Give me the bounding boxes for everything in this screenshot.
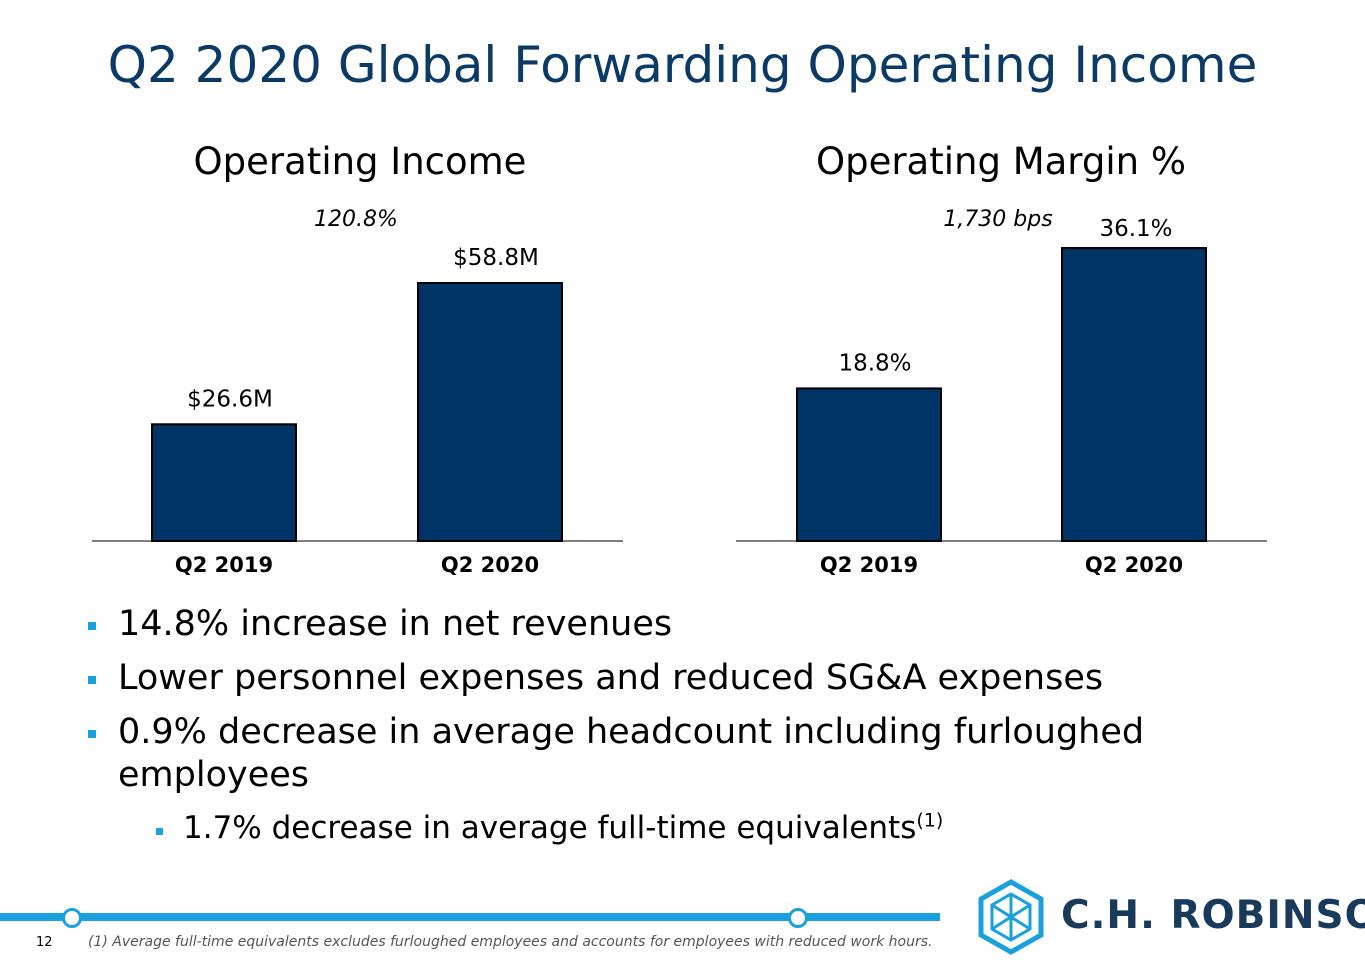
chart-annotation-growth: 120.8% — [314, 207, 398, 232]
ch-robinson-logo-text: C.H. ROBINSON — [1061, 893, 1365, 938]
data-label-operating-margin-q2-2020: 36.1% — [1099, 216, 1172, 242]
slide-title: Q2 2020 Global Forwarding Operating Inco… — [107, 36, 1258, 94]
bullet-text: 14.8% increase in net revenues — [118, 604, 673, 644]
bullet-square-icon — [156, 828, 163, 835]
footer-timeline-bar — [0, 913, 940, 921]
x-tick-label-q2-2019: Q2 2019 — [820, 553, 918, 577]
page-number: 12 — [36, 935, 53, 950]
bar-operating-income-q2-2019 — [151, 423, 297, 542]
footnote-reference: (1) — [916, 809, 944, 832]
charts-area: Operating Income 120.8% $26.6M $58.8M Q2… — [92, 140, 1267, 577]
timeline-node — [788, 908, 808, 928]
data-label-operating-income-q2-2020: $58.8M — [453, 245, 539, 271]
bullet-square-icon — [88, 676, 96, 684]
data-label-operating-income-q2-2019: $26.6M — [187, 386, 273, 412]
chart-title-operating-income: Operating Income — [194, 140, 527, 183]
data-label-operating-margin-q2-2019: 18.8% — [838, 350, 911, 376]
bullet-item: 14.8% increase in net revenues — [88, 603, 1288, 646]
bullet-square-icon — [88, 622, 96, 630]
sub-bullet-text: 1.7% decrease in average full-time equiv… — [183, 810, 917, 846]
bullet-list: 14.8% increase in net revenues Lower per… — [88, 603, 1288, 848]
x-tick-label-q2-2020: Q2 2020 — [1085, 553, 1183, 577]
bullet-text: Lower personnel expenses and reduced SG&… — [118, 658, 1104, 698]
sub-bullet-item: 1.7% decrease in average full-time equiv… — [88, 808, 1288, 848]
bullet-item: 0.9% decrease in average headcount inclu… — [88, 711, 1288, 797]
bar-operating-margin-q2-2020 — [1061, 247, 1207, 542]
bullet-text: 0.9% decrease in average headcount inclu… — [118, 712, 1145, 795]
chart-annotation-bps: 1,730 bps — [943, 207, 1052, 232]
footnote: (1) Average full-time equivalents exclud… — [88, 934, 933, 950]
x-tick-label-q2-2019: Q2 2019 — [175, 553, 273, 577]
chart-title-operating-margin: Operating Margin % — [816, 140, 1186, 183]
bar-operating-income-q2-2020 — [417, 282, 563, 542]
ch-robinson-logo-icon — [978, 879, 1044, 955]
bar-operating-margin-q2-2019 — [796, 387, 942, 543]
bullet-item: Lower personnel expenses and reduced SG&… — [88, 657, 1288, 700]
bullet-square-icon — [88, 730, 96, 738]
timeline-node — [62, 908, 82, 928]
x-tick-label-q2-2020: Q2 2020 — [441, 553, 539, 577]
